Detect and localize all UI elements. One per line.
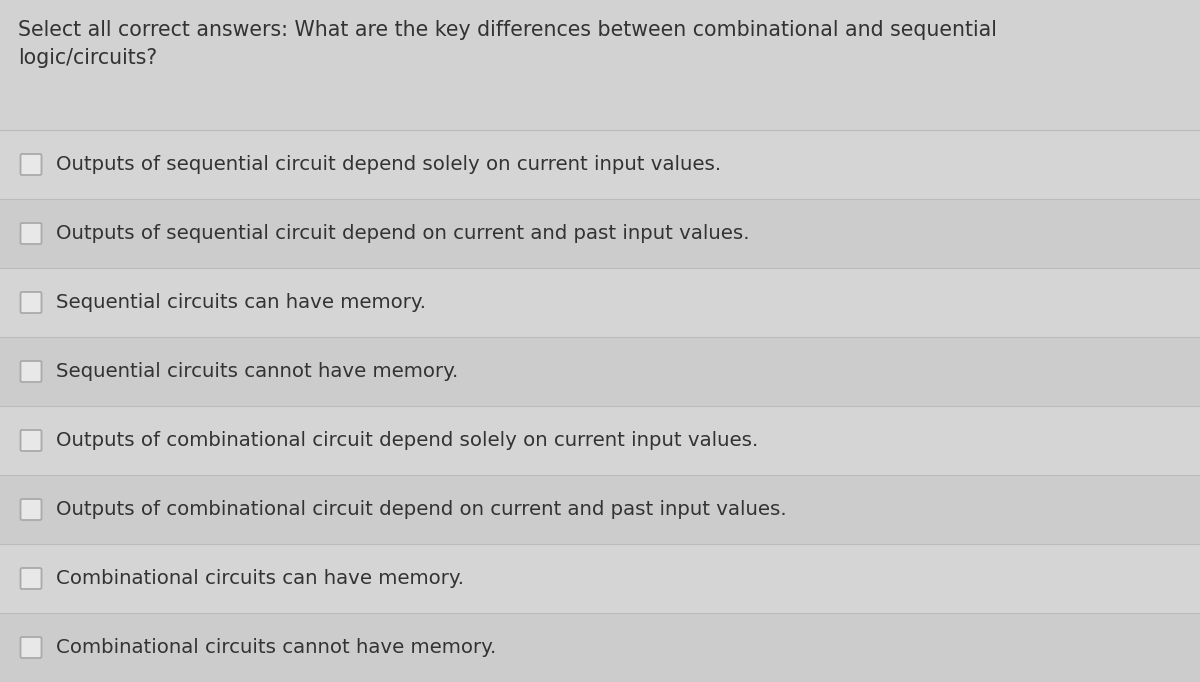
Text: Outputs of sequential circuit depend on current and past input values.: Outputs of sequential circuit depend on … xyxy=(56,224,750,243)
Bar xyxy=(0,406,1200,475)
Text: Combinational circuits can have memory.: Combinational circuits can have memory. xyxy=(56,569,464,588)
Bar xyxy=(0,613,1200,682)
FancyBboxPatch shape xyxy=(20,568,42,589)
FancyBboxPatch shape xyxy=(20,637,42,658)
Bar xyxy=(0,475,1200,544)
Text: Outputs of combinational circuit depend solely on current input values.: Outputs of combinational circuit depend … xyxy=(56,431,758,450)
Text: Outputs of sequential circuit depend solely on current input values.: Outputs of sequential circuit depend sol… xyxy=(56,155,721,174)
Bar xyxy=(0,337,1200,406)
Bar xyxy=(0,268,1200,337)
FancyBboxPatch shape xyxy=(20,223,42,244)
Text: Combinational circuits cannot have memory.: Combinational circuits cannot have memor… xyxy=(56,638,497,657)
FancyBboxPatch shape xyxy=(20,361,42,382)
Text: Sequential circuits cannot have memory.: Sequential circuits cannot have memory. xyxy=(56,362,458,381)
Text: Sequential circuits can have memory.: Sequential circuits can have memory. xyxy=(56,293,426,312)
FancyBboxPatch shape xyxy=(20,499,42,520)
Bar xyxy=(0,199,1200,268)
FancyBboxPatch shape xyxy=(20,154,42,175)
Bar xyxy=(0,544,1200,613)
Text: logic/circuits?: logic/circuits? xyxy=(18,48,157,68)
Text: Outputs of combinational circuit depend on current and past input values.: Outputs of combinational circuit depend … xyxy=(56,500,787,519)
Bar xyxy=(0,130,1200,199)
Text: Select all correct answers: What are the key differences between combinational a: Select all correct answers: What are the… xyxy=(18,20,997,40)
FancyBboxPatch shape xyxy=(20,430,42,451)
Bar xyxy=(0,0,1200,130)
FancyBboxPatch shape xyxy=(20,292,42,313)
